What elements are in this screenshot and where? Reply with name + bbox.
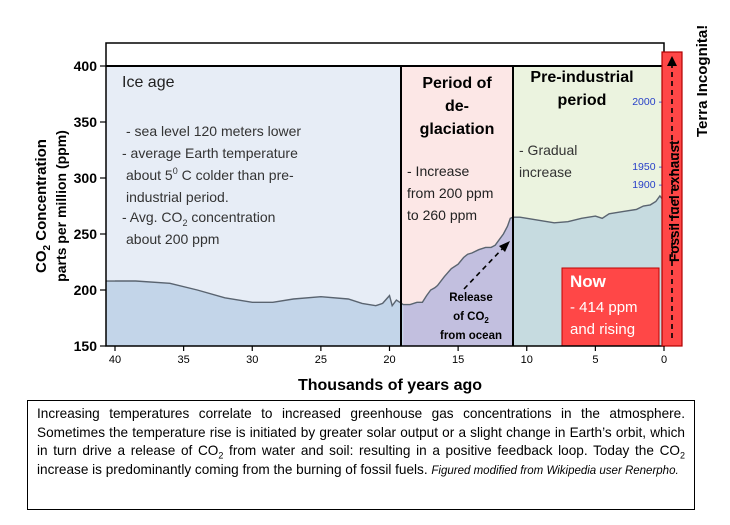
x-axis-ticks: 40 35 30 25 20 15 10 5 0 bbox=[109, 346, 667, 366]
now-line2: and rising bbox=[570, 321, 635, 338]
x-tick-label-5: 5 bbox=[592, 354, 598, 366]
preind-note-2: increase bbox=[519, 164, 572, 180]
x-tick-label-0: 0 bbox=[661, 354, 667, 366]
date-label-1900: 1900 - bbox=[632, 179, 662, 191]
ice-note-3: about 50 C colder than pre- bbox=[126, 166, 294, 183]
ice-note-1: - sea level 120 meters lower bbox=[126, 123, 301, 139]
y-tick-label-300: 300 bbox=[74, 170, 98, 186]
y-axis-ticks: 150 200 250 300 350 400 bbox=[74, 58, 106, 354]
caption-sub-1: 2 bbox=[218, 450, 224, 461]
figure-caption: Increasing temperatures correlate to inc… bbox=[27, 400, 695, 510]
date-label-1950: 1950 - bbox=[632, 161, 662, 173]
now-title: Now bbox=[570, 272, 607, 291]
now-line1: - 414 ppm bbox=[570, 299, 638, 316]
caption-credit: Figured modified from Wikipedia user Ren… bbox=[431, 464, 679, 477]
caption-part-1: Increasing temperatures correlate to inc… bbox=[37, 406, 685, 459]
fossil-arrow-head bbox=[667, 56, 677, 66]
release-arrow-line bbox=[463, 246, 505, 290]
x-tick-label-15: 15 bbox=[452, 354, 464, 366]
y-tick-label-350: 350 bbox=[74, 114, 98, 130]
deglaciation-label-1: Period of bbox=[422, 75, 492, 92]
co2-area-deglaciation bbox=[403, 217, 513, 346]
y-tick-label-250: 250 bbox=[74, 226, 98, 242]
release-label-1: Release bbox=[449, 292, 492, 304]
x-tick-label-10: 10 bbox=[521, 354, 533, 366]
now-box bbox=[561, 267, 660, 347]
x-tick-label-35: 35 bbox=[178, 354, 190, 366]
caption-part-3: increase is predominantly coming from th… bbox=[37, 461, 432, 477]
fossil-label: Fossil fuel exhaust bbox=[667, 140, 682, 262]
x-tick-label-30: 30 bbox=[246, 354, 258, 366]
co2-area-ice-age bbox=[115, 281, 404, 346]
co2-chart: Now - 414 ppm and rising Fossil fuel exh… bbox=[33, 25, 711, 394]
ice-note-5: - Avg. CO2 concentration bbox=[122, 209, 275, 228]
caption-part-2: from water and soil: resulting in a posi… bbox=[223, 443, 680, 459]
ice-note-4: industrial period. bbox=[126, 189, 229, 205]
deglaciation-label-3: glaciation bbox=[420, 121, 495, 138]
release-label-2: of CO2 bbox=[453, 311, 489, 325]
ice-note-2: - average Earth temperature bbox=[122, 145, 298, 161]
preind-note-1: - Gradual bbox=[519, 142, 577, 158]
ice-note-6: about 200 ppm bbox=[126, 231, 219, 247]
caption-sub-2: 2 bbox=[679, 450, 685, 461]
deglaciation-label-2: de- bbox=[445, 98, 469, 115]
y-tick-label-150: 150 bbox=[74, 338, 98, 354]
preindustrial-label-1: Pre-industrial bbox=[530, 69, 633, 86]
x-tick-label-20: 20 bbox=[383, 354, 395, 366]
deglac-note-2: from 200 ppm bbox=[407, 185, 493, 201]
ice-age-label: Ice age bbox=[122, 74, 175, 91]
release-label-3: from ocean bbox=[440, 330, 502, 342]
y-tick-label-400: 400 bbox=[74, 58, 98, 74]
release-arrow-head bbox=[499, 241, 510, 252]
x-tick-label-25: 25 bbox=[315, 354, 327, 366]
date-label-2000: 2000 - bbox=[632, 96, 662, 108]
ice-age-notes: - sea level 120 meters lower - average E… bbox=[122, 123, 301, 247]
x-tick-label-40: 40 bbox=[109, 354, 121, 366]
terra-incognita-label: Terra Incognita! bbox=[694, 25, 711, 137]
y-axis-title-2: parts per million (ppm) bbox=[53, 130, 69, 282]
preindustrial-label-2: period bbox=[558, 92, 607, 109]
deglac-note-1: - Increase bbox=[407, 163, 469, 179]
co2-line bbox=[115, 194, 665, 308]
y-tick-label-200: 200 bbox=[74, 282, 98, 298]
x-axis-title: Thousands of years ago bbox=[298, 377, 482, 394]
deglac-note-3: to 260 ppm bbox=[407, 207, 477, 223]
co2-area-left-edge bbox=[106, 281, 115, 346]
y-axis-title-1: CO2 Concentration bbox=[33, 139, 53, 273]
